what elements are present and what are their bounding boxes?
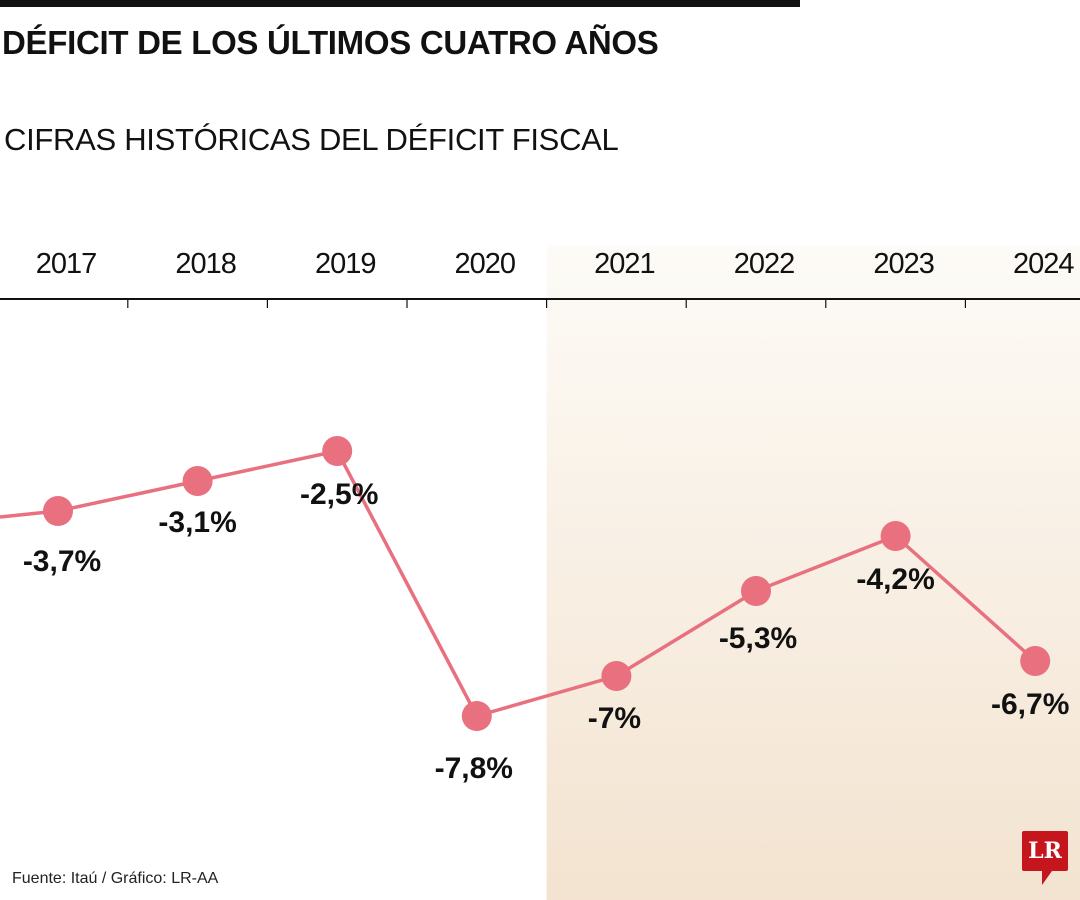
data-label: -3,1% <box>158 506 236 539</box>
x-tick-label: 2020 <box>455 248 516 280</box>
x-tick-label: 2017 <box>36 248 97 280</box>
data-label: -5,3% <box>719 622 797 655</box>
lr-logo: LR <box>1022 831 1068 885</box>
data-point <box>741 576 771 606</box>
x-tick-label: 2022 <box>734 248 795 280</box>
data-point <box>880 521 911 551</box>
shaded-period <box>546 245 1080 900</box>
x-tick-label: 2021 <box>594 248 655 280</box>
top-rule <box>0 0 800 7</box>
data-label: -4,2% <box>856 563 934 596</box>
data-point <box>1020 646 1051 676</box>
data-point <box>43 496 73 526</box>
data-label: -6,7% <box>991 688 1069 721</box>
data-label: -7,8% <box>435 752 513 785</box>
data-point <box>461 701 492 731</box>
chart-subtitle: CIFRAS HISTÓRICAS DEL DÉFICIT FISCAL <box>4 122 619 157</box>
data-point <box>182 466 213 496</box>
data-label: -2,5% <box>300 478 378 511</box>
x-tick-label: 2023 <box>873 248 934 280</box>
x-tick-label: 2018 <box>175 248 236 280</box>
data-label: -3,7% <box>23 545 101 578</box>
data-point <box>601 661 632 691</box>
data-point <box>322 436 353 466</box>
data-label: -7% <box>588 702 641 735</box>
chart-title: DÉFICIT DE LOS ÚLTIMOS CUATRO AÑOS <box>2 24 659 61</box>
x-tick-label: 2024 <box>1013 248 1074 280</box>
x-tick-label: 2019 <box>315 248 376 280</box>
source-note: Fuente: Itaú / Gráfico: LR-AA <box>12 870 219 887</box>
